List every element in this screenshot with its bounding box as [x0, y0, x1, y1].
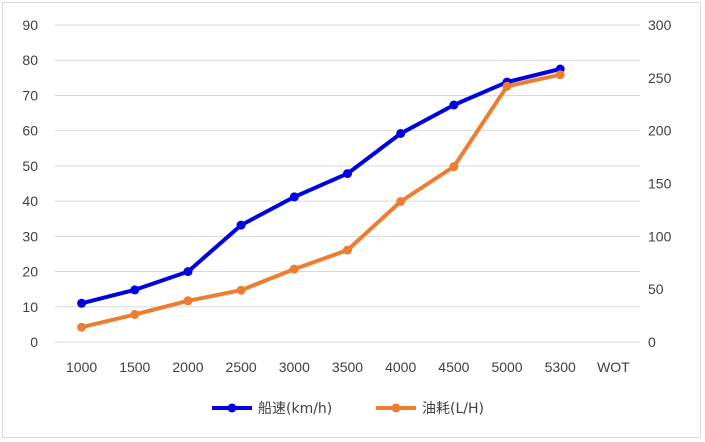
y-left-tick-label: 40 — [22, 193, 38, 209]
data-point-fuel — [77, 322, 87, 332]
y-right-tick-label: 100 — [648, 228, 672, 244]
data-point-fuel — [289, 264, 299, 274]
data-point-speed — [236, 220, 246, 230]
x-tick-label: 4500 — [438, 359, 469, 375]
x-tick-label: 2500 — [226, 359, 257, 375]
data-point-speed — [130, 285, 140, 295]
data-point-speed — [77, 298, 87, 308]
y-left-tick-label: 80 — [22, 52, 38, 68]
data-point-fuel — [183, 296, 193, 306]
series-group — [77, 64, 565, 332]
legend-marker-fuel — [391, 403, 401, 413]
data-point-speed — [183, 267, 193, 277]
x-axis: 1000 1500 2000 2500 3000 3500 4000 4500 5000 5300… — [66, 359, 630, 375]
y-right-tick-label: 200 — [648, 123, 672, 139]
gridlines — [55, 24, 640, 343]
y-left-tick-label: 30 — [22, 228, 38, 244]
data-point-fuel — [396, 197, 406, 206]
y-right-tick-label: 250 — [648, 70, 672, 86]
y-right-tick-label: 300 — [648, 17, 672, 33]
x-tick-label: WOT — [597, 359, 630, 375]
data-point-fuel — [502, 81, 512, 91]
y-left-tick-label: 70 — [22, 87, 38, 103]
y-left-tick-label: 0 — [30, 334, 38, 350]
y-left-tick-label: 90 — [22, 17, 38, 33]
x-tick-label: 1000 — [66, 359, 97, 375]
y-right-tick-label: 50 — [648, 281, 664, 297]
y-right-tick-label: 150 — [648, 176, 672, 192]
x-tick-label: 1500 — [119, 359, 150, 375]
y-left-tick-label: 60 — [22, 123, 38, 139]
x-tick-label: 2000 — [172, 359, 203, 375]
data-point-fuel — [555, 70, 565, 80]
y-left-tick-label: 20 — [22, 264, 38, 280]
data-point-fuel — [130, 310, 140, 319]
x-tick-label: 4000 — [385, 359, 416, 375]
data-point-fuel — [236, 285, 246, 295]
legend-marker-speed — [227, 403, 237, 413]
legend: 船速(km/h) 油耗(L/H) — [212, 401, 484, 417]
x-tick-label: 5300 — [545, 359, 576, 375]
x-tick-label: 3500 — [332, 359, 363, 375]
x-tick-label: 3000 — [279, 359, 310, 375]
y-axis-left: 0 10 20 30 40 50 60 70 80 90 — [22, 17, 38, 350]
data-point-speed — [289, 192, 299, 202]
y-left-tick-label: 10 — [22, 299, 38, 315]
data-point-fuel — [449, 162, 459, 172]
data-point-speed — [343, 169, 352, 179]
y-right-tick-label: 0 — [648, 334, 656, 350]
legend-label-fuel: 油耗(L/H) — [422, 401, 484, 417]
x-tick-label: 5000 — [491, 359, 522, 375]
data-point-speed — [449, 100, 459, 110]
chart-frame — [2, 2, 701, 438]
legend-label-speed: 船速(km/h) — [258, 401, 332, 417]
y-axis-right: 0 50 100 150 200 250 300 — [648, 17, 672, 350]
series-line-speed — [79, 67, 563, 306]
data-point-fuel — [343, 245, 352, 255]
data-point-speed — [396, 129, 406, 138]
y-left-tick-label: 50 — [22, 158, 38, 174]
series-line-fuel — [79, 72, 563, 330]
